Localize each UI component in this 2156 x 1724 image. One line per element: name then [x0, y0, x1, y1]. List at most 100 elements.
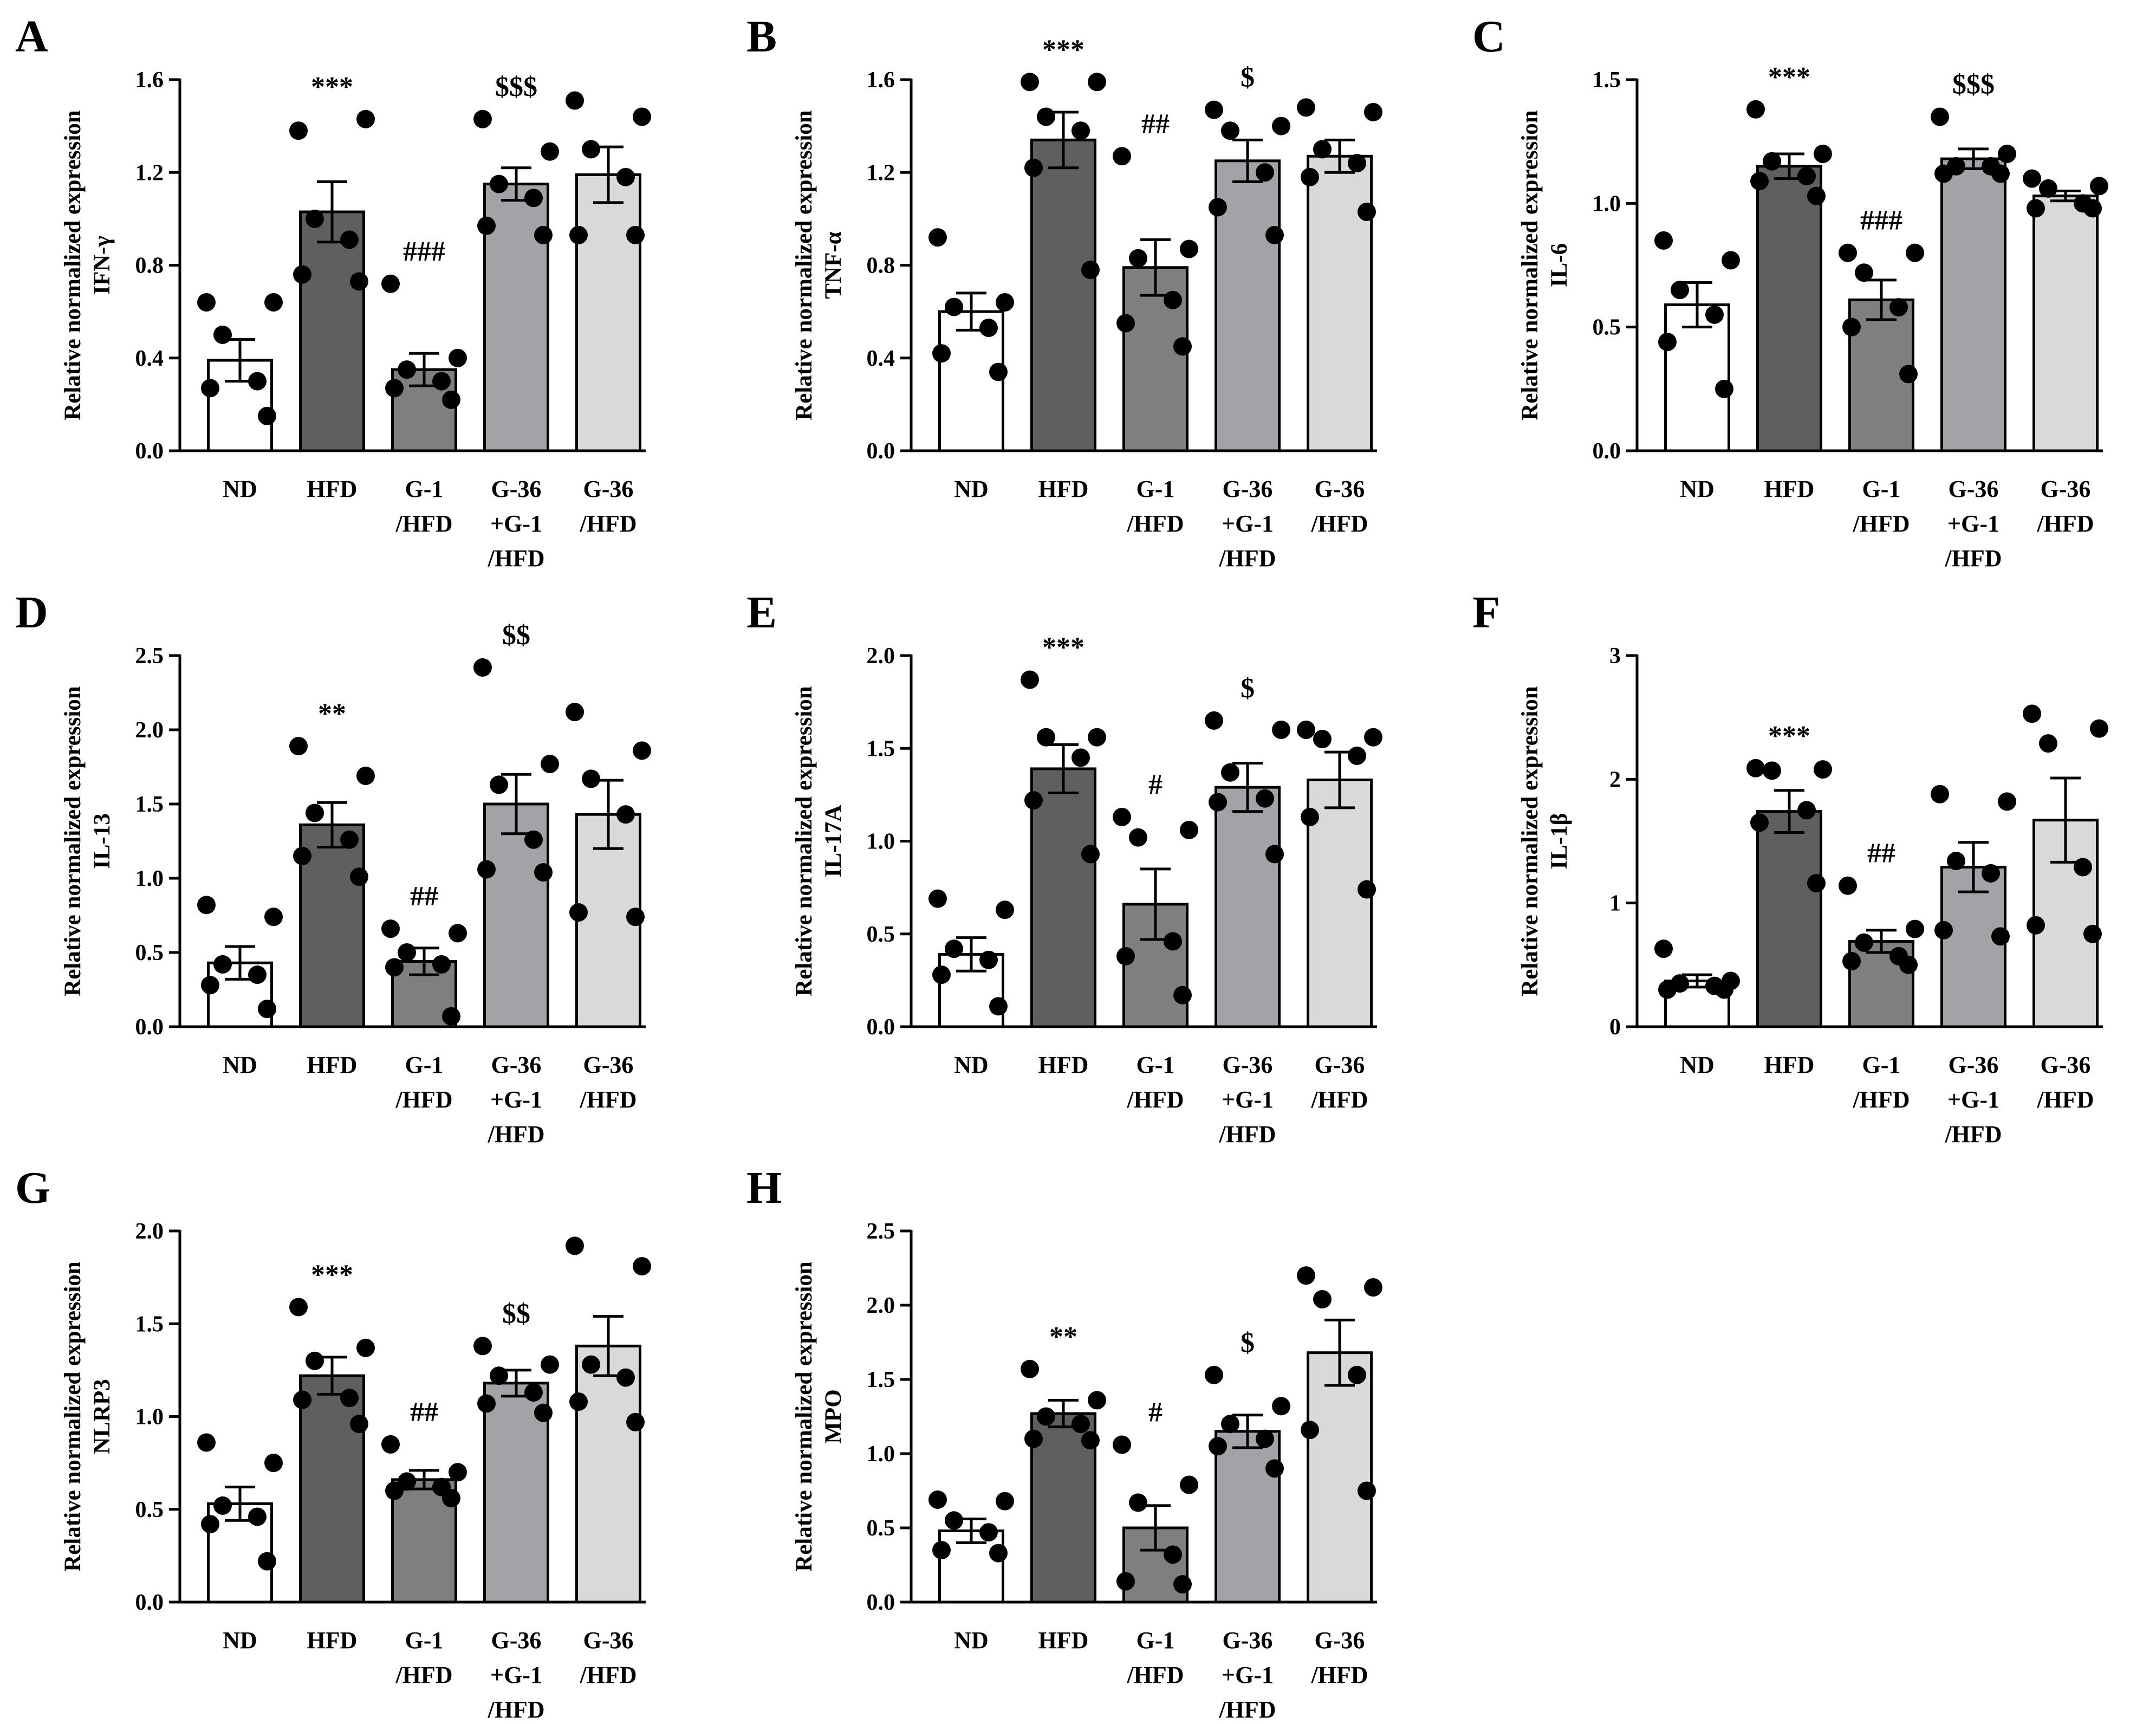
data-point — [1164, 290, 1182, 309]
significance-label: *** — [1768, 62, 1810, 93]
bar — [1307, 778, 1373, 1028]
x-tick-label: /HFD — [1944, 1121, 2002, 1148]
x-tick-label: G-1 — [1862, 476, 1901, 502]
y-tick-label: 1.5 — [135, 792, 164, 817]
panel-G: G Relative normalized expression NLRP3 *** #… — [15, 1163, 651, 1723]
x-tick-label: HFD — [307, 1627, 358, 1654]
y-axis-label-line2: NLRP3 — [89, 1379, 115, 1454]
data-point — [569, 225, 588, 244]
x-tick-label: G-1 — [1862, 1052, 1901, 1078]
data-point — [356, 109, 375, 128]
data-point — [1364, 102, 1382, 121]
x-tick-label: G-36 — [1223, 1052, 1273, 1078]
data-point — [1991, 164, 2010, 183]
x-tick-label: /HFD — [1310, 510, 1368, 537]
bar — [575, 1344, 641, 1604]
x-tick-label: HFD — [307, 476, 358, 502]
x-tick-label: G-36 — [2041, 476, 2091, 502]
data-point — [1797, 167, 1816, 186]
data-point — [1037, 107, 1055, 126]
data-point — [1173, 986, 1192, 1004]
x-tick-label: /HFD — [1218, 1696, 1276, 1723]
data-point — [1265, 225, 1284, 244]
significance-label: $ — [1241, 1327, 1255, 1358]
data-point — [1313, 1290, 1332, 1309]
data-point — [473, 658, 492, 677]
data-point — [1839, 243, 1857, 262]
panel-F: F Relative normalized expression IL-1β *** #… — [1472, 587, 2108, 1148]
data-point — [928, 1490, 947, 1509]
data-point — [1746, 100, 1765, 119]
data-point — [1899, 955, 1918, 974]
significance-label: *** — [311, 1259, 353, 1290]
significance-label: *** — [311, 72, 353, 102]
y-tick-label: 1.0 — [135, 866, 164, 891]
y-axis-label-line2: IL-6 — [1547, 243, 1572, 287]
data-point — [398, 943, 416, 962]
y-tick-label: 0.0 — [135, 1015, 164, 1040]
data-point — [1265, 845, 1284, 864]
data-point — [490, 174, 508, 193]
data-point — [524, 189, 543, 208]
x-tick-label: G-1 — [1137, 1052, 1175, 1078]
panel-letter: E — [746, 587, 777, 638]
x-tick-label: G-1 — [1137, 476, 1175, 502]
data-point — [1982, 864, 2000, 883]
data-point — [1024, 158, 1043, 177]
data-point — [1113, 807, 1131, 826]
data-point — [1116, 314, 1135, 333]
x-tick-label: G-1 — [405, 1627, 444, 1654]
data-point — [2027, 916, 2045, 935]
data-point — [569, 903, 588, 922]
data-point — [1021, 73, 1039, 92]
y-axis-label-line1: Relative normalized expression — [1517, 110, 1543, 420]
data-point — [350, 1415, 368, 1434]
x-tick-label: /HFD — [1852, 1086, 1910, 1113]
data-point — [1301, 167, 1319, 186]
y-tick-label: 0.8 — [135, 254, 164, 278]
data-point — [432, 372, 451, 391]
x-tick-label: /HFD — [1944, 545, 2002, 572]
data-point — [1814, 145, 1832, 163]
bar — [1664, 303, 1730, 452]
data-point — [1129, 249, 1147, 268]
data-point — [1750, 172, 1769, 191]
y-tick-label: 0.0 — [135, 1590, 164, 1615]
data-point — [340, 1389, 359, 1408]
data-point — [582, 769, 600, 788]
data-point — [350, 867, 368, 886]
data-point — [264, 293, 283, 312]
x-tick-label: HFD — [307, 1052, 358, 1078]
data-point — [1021, 1359, 1039, 1378]
data-point — [566, 91, 584, 110]
data-point — [1113, 147, 1131, 166]
data-point — [1671, 281, 1689, 300]
significance-label: *** — [1042, 632, 1085, 663]
data-point — [1173, 337, 1192, 356]
data-point — [989, 1544, 1008, 1563]
data-point — [626, 1412, 645, 1431]
bar — [1307, 154, 1373, 452]
panel-E: E Relative normalized expression IL-17A ***… — [746, 587, 1382, 1148]
bar — [1756, 165, 1822, 452]
data-point — [1088, 728, 1106, 747]
data-point — [1024, 1429, 1043, 1448]
data-point — [1164, 1545, 1182, 1564]
data-point — [1071, 121, 1090, 140]
y-tick-label: 0.5 — [135, 941, 164, 965]
significance-label: $$ — [502, 1298, 530, 1329]
error-bar — [317, 801, 347, 848]
data-point — [1272, 721, 1290, 739]
data-point — [289, 737, 308, 756]
y-tick-label: 1.0 — [867, 829, 895, 854]
data-point — [449, 924, 467, 943]
y-axis-label-line1: Relative normalized expression — [60, 1261, 86, 1572]
data-point — [306, 209, 324, 228]
data-point — [264, 908, 283, 926]
y-tick-label: 1.5 — [135, 1312, 164, 1337]
x-tick-label: /HFD — [487, 1121, 544, 1148]
data-point — [1081, 1431, 1100, 1450]
data-point — [449, 1463, 467, 1482]
x-tick-label: G-36 — [583, 1052, 634, 1078]
panel-D: D Relative normalized expression IL-13 ** ##… — [15, 587, 651, 1148]
